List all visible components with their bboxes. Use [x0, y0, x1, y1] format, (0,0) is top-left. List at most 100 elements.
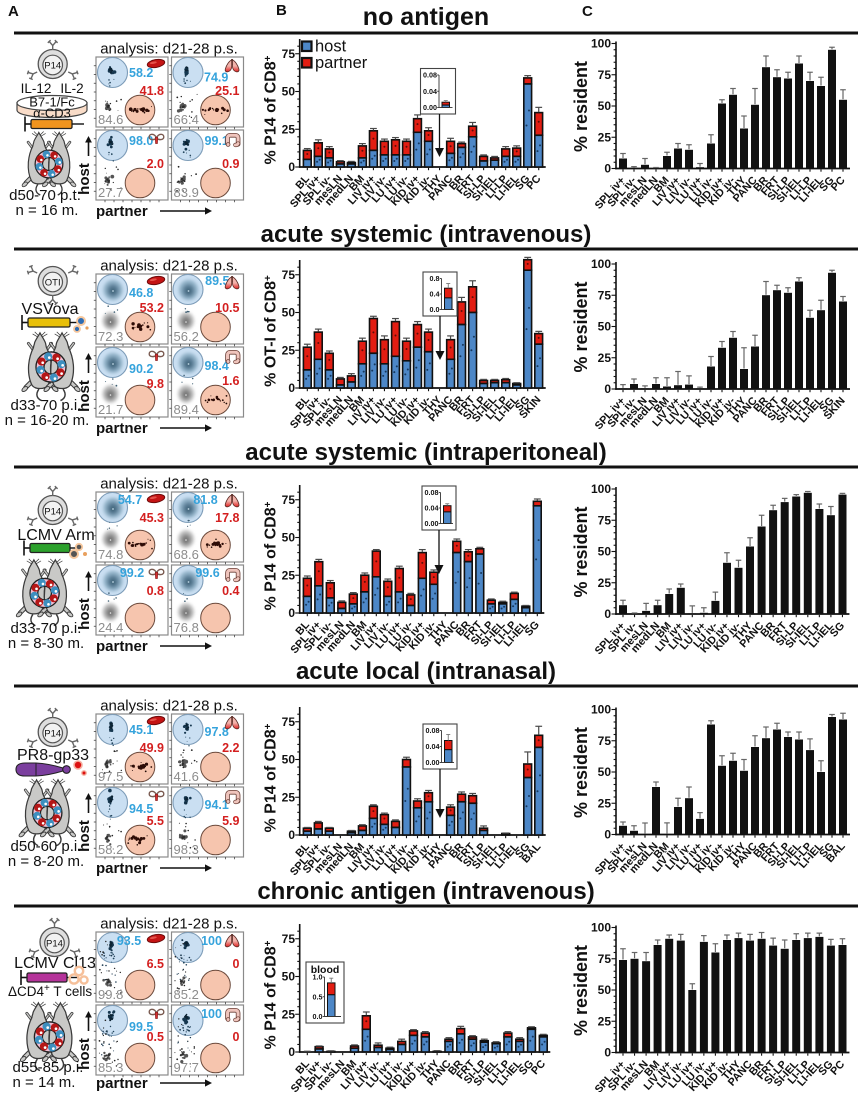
svg-text:17.8: 17.8 — [215, 511, 239, 525]
svg-text:0.04: 0.04 — [426, 742, 440, 751]
svg-text:25: 25 — [282, 1007, 296, 1021]
svg-text:50: 50 — [598, 545, 612, 559]
svg-text:n = 8-30 m.: n = 8-30 m. — [8, 635, 84, 652]
svg-text:0.00: 0.00 — [426, 758, 440, 767]
svg-text:1.0: 1.0 — [313, 973, 323, 982]
svg-text:56.2: 56.2 — [174, 329, 199, 344]
svg-text:ΔCD4+ T cells: ΔCD4+ T cells — [8, 983, 92, 1000]
svg-text:0: 0 — [288, 381, 295, 395]
svg-text:97.7: 97.7 — [174, 1060, 199, 1075]
svg-text:50: 50 — [282, 531, 296, 545]
svg-text:0: 0 — [604, 162, 611, 176]
svg-text:d33-70 p.i.: d33-70 p.i. — [11, 620, 82, 637]
svg-text:% P14 of CD8+: % P14 of CD8+ — [263, 940, 280, 1049]
svg-text:6.5: 6.5 — [147, 957, 164, 971]
svg-text:0: 0 — [288, 606, 295, 620]
svg-text:45.1: 45.1 — [129, 723, 153, 737]
svg-text:98.4: 98.4 — [205, 359, 229, 373]
svg-text:acute systemic (intravenous): acute systemic (intravenous) — [261, 221, 592, 248]
svg-text:0: 0 — [288, 160, 295, 174]
svg-text:analysis: d21-28 p.s.: analysis: d21-28 p.s. — [100, 41, 238, 58]
svg-text:% resident: % resident — [571, 61, 591, 152]
svg-text:LCMV Arm: LCMV Arm — [17, 527, 94, 544]
svg-text:89.4: 89.4 — [174, 402, 199, 417]
svg-text:89.5: 89.5 — [205, 274, 229, 288]
svg-text:97.5: 97.5 — [98, 769, 123, 784]
svg-text:66.4: 66.4 — [174, 112, 199, 127]
svg-text:25: 25 — [598, 130, 612, 144]
svg-text:21.7: 21.7 — [98, 402, 123, 417]
svg-text:acute systemic (intraperitonea: acute systemic (intraperitoneal) — [245, 439, 606, 466]
svg-text:75: 75 — [282, 932, 296, 946]
svg-text:IL-2: IL-2 — [60, 81, 83, 96]
svg-text:99.5: 99.5 — [129, 1020, 153, 1034]
svg-text:94.1: 94.1 — [205, 798, 229, 812]
svg-text:0.9: 0.9 — [222, 157, 239, 171]
svg-text:0.8: 0.8 — [147, 584, 164, 598]
svg-text:50: 50 — [282, 753, 296, 767]
svg-text:% resident: % resident — [571, 281, 591, 372]
svg-text:100: 100 — [201, 1007, 222, 1021]
svg-text:25: 25 — [282, 122, 296, 136]
svg-text:50: 50 — [598, 99, 612, 113]
svg-text:0.08: 0.08 — [426, 726, 440, 735]
svg-text:analysis: d21-28 p.s.: analysis: d21-28 p.s. — [100, 698, 238, 715]
svg-text:0: 0 — [233, 957, 240, 971]
svg-text:1.6: 1.6 — [222, 374, 239, 388]
svg-text:n = 16-20 m.: n = 16-20 m. — [5, 412, 90, 429]
svg-text:25: 25 — [598, 351, 612, 365]
svg-text:98.0: 98.0 — [129, 134, 153, 148]
svg-text:0.04: 0.04 — [423, 87, 437, 96]
svg-text:IL-12: IL-12 — [21, 81, 52, 96]
svg-text:host: host — [315, 38, 347, 56]
svg-text:99.6: 99.6 — [195, 566, 219, 580]
svg-text:50: 50 — [282, 970, 296, 984]
svg-text:99.1: 99.1 — [205, 134, 229, 148]
svg-text:74.8: 74.8 — [98, 547, 123, 562]
svg-text:host: host — [76, 1038, 93, 1070]
svg-text:0: 0 — [604, 382, 611, 396]
svg-text:75: 75 — [282, 268, 296, 282]
svg-text:d33-70 p.i.: d33-70 p.i. — [11, 397, 82, 414]
svg-text:50: 50 — [282, 85, 296, 99]
svg-text:100: 100 — [591, 921, 611, 935]
svg-text:A: A — [8, 3, 19, 20]
svg-text:partner: partner — [96, 203, 148, 220]
svg-text:25: 25 — [598, 796, 612, 810]
svg-text:25: 25 — [282, 343, 296, 357]
svg-text:41.6: 41.6 — [174, 769, 199, 784]
svg-text:5.9: 5.9 — [222, 814, 239, 828]
svg-text:acute local (intranasal): acute local (intranasal) — [296, 658, 556, 685]
svg-text:100: 100 — [591, 37, 611, 51]
svg-text:27.7: 27.7 — [98, 185, 123, 200]
svg-text:41.8: 41.8 — [140, 84, 164, 98]
svg-text:93.5: 93.5 — [117, 934, 141, 948]
svg-text:50: 50 — [282, 306, 296, 320]
svg-text:75: 75 — [598, 952, 612, 966]
svg-text:0: 0 — [288, 828, 295, 842]
svg-text:50: 50 — [598, 320, 612, 334]
svg-text:analysis: d21-28 p.s.: analysis: d21-28 p.s. — [100, 916, 238, 933]
svg-text:53.2: 53.2 — [140, 301, 164, 315]
svg-text:25.1: 25.1 — [215, 84, 239, 98]
svg-text:0.08: 0.08 — [423, 71, 437, 80]
svg-text:25: 25 — [598, 1014, 612, 1028]
svg-text:0.5: 0.5 — [313, 992, 323, 1001]
svg-text:host: host — [76, 820, 93, 852]
svg-text:B7-1/Fc: B7-1/Fc — [29, 95, 75, 110]
svg-text:100: 100 — [591, 703, 611, 717]
svg-text:84.6: 84.6 — [98, 112, 123, 127]
svg-text:P14: P14 — [46, 939, 63, 950]
svg-text:% resident: % resident — [571, 727, 591, 818]
svg-text:d55-85 p.i.: d55-85 p.i. — [13, 1059, 84, 1076]
svg-text:50: 50 — [598, 983, 612, 997]
svg-text:76.8: 76.8 — [174, 620, 199, 635]
svg-text:d50-70 p.t.: d50-70 p.t. — [9, 187, 81, 204]
svg-text:blood: blood — [311, 964, 340, 976]
svg-text:54.7: 54.7 — [118, 493, 142, 507]
svg-text:partner: partner — [315, 54, 368, 72]
svg-text:α-CD3: α-CD3 — [33, 106, 71, 121]
svg-text:100: 100 — [201, 934, 222, 948]
svg-text:PR8-gp33: PR8-gp33 — [17, 747, 89, 764]
svg-text:68.6: 68.6 — [174, 547, 199, 562]
